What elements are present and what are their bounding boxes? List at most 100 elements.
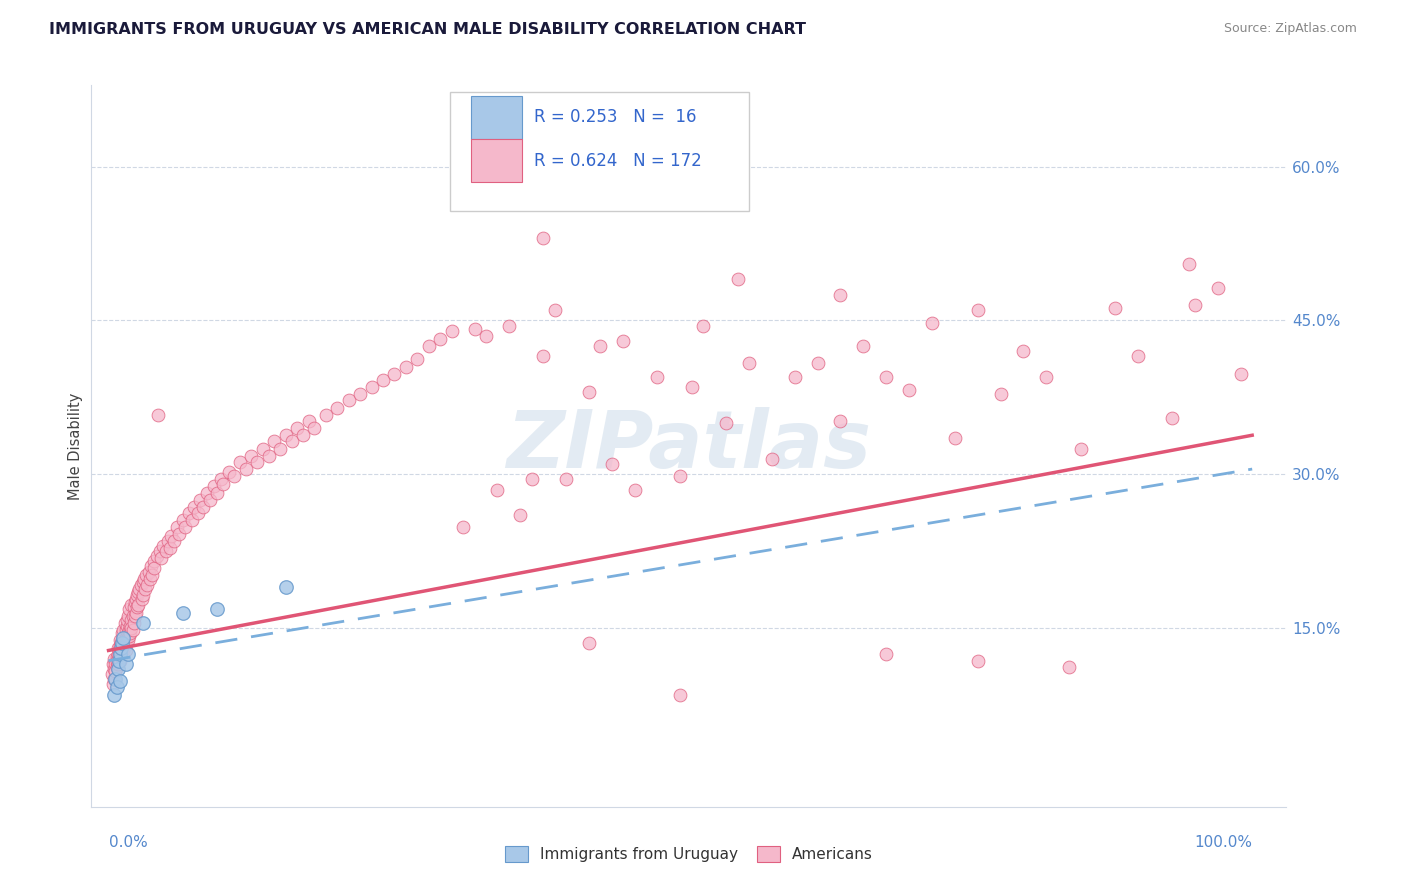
Y-axis label: Male Disability: Male Disability xyxy=(67,392,83,500)
Point xyxy=(966,303,988,318)
Point xyxy=(218,465,240,479)
Point xyxy=(115,629,138,643)
Point xyxy=(149,544,172,558)
Point xyxy=(118,623,141,637)
Point xyxy=(141,567,163,582)
Point xyxy=(155,544,177,558)
Point xyxy=(124,595,146,609)
Point xyxy=(122,615,145,630)
Point xyxy=(110,636,132,650)
Point xyxy=(163,533,186,548)
Point xyxy=(125,592,148,607)
FancyBboxPatch shape xyxy=(450,92,748,211)
Point xyxy=(101,677,124,691)
Point xyxy=(406,352,429,367)
Point xyxy=(1184,298,1206,312)
Point xyxy=(463,321,485,335)
Point xyxy=(138,572,160,586)
Point xyxy=(252,442,274,456)
Point xyxy=(395,359,418,374)
Point xyxy=(177,506,200,520)
Point xyxy=(349,387,371,401)
Point xyxy=(115,613,138,627)
Point xyxy=(108,633,131,648)
Point xyxy=(112,631,135,645)
Point xyxy=(612,334,634,348)
Point xyxy=(127,585,149,599)
Point xyxy=(112,623,135,637)
Point xyxy=(174,520,197,534)
Point xyxy=(274,428,297,442)
Point xyxy=(852,339,875,353)
Point xyxy=(114,615,136,630)
Point xyxy=(143,554,166,568)
Point xyxy=(110,641,132,656)
Point xyxy=(111,633,134,648)
Point xyxy=(152,539,174,553)
Point xyxy=(555,472,578,486)
Point xyxy=(578,636,600,650)
Point xyxy=(166,520,188,534)
Point xyxy=(107,641,129,656)
Point xyxy=(114,633,136,648)
Point xyxy=(132,615,155,630)
Point xyxy=(135,567,157,582)
Point xyxy=(235,462,257,476)
Point xyxy=(104,657,127,671)
Point xyxy=(104,664,127,678)
Point xyxy=(531,231,554,245)
Point xyxy=(440,324,463,338)
Point xyxy=(337,393,360,408)
Point xyxy=(224,469,246,483)
Point xyxy=(783,369,806,384)
Text: R = 0.253   N =  16: R = 0.253 N = 16 xyxy=(534,108,696,127)
Point xyxy=(681,380,703,394)
Point xyxy=(101,667,124,681)
Point xyxy=(280,434,302,449)
Text: 100.0%: 100.0% xyxy=(1194,835,1253,850)
Point xyxy=(108,654,131,668)
Point xyxy=(169,526,191,541)
Point xyxy=(209,472,232,486)
Point xyxy=(966,654,988,668)
Point xyxy=(105,681,128,695)
Point xyxy=(183,500,205,514)
Point xyxy=(108,651,131,665)
Point xyxy=(114,640,136,654)
Point xyxy=(172,513,194,527)
Point xyxy=(246,455,269,469)
Point xyxy=(1070,442,1092,456)
Point xyxy=(240,449,263,463)
Point xyxy=(738,357,761,371)
Point xyxy=(1035,369,1057,384)
Point xyxy=(205,602,228,616)
Point xyxy=(129,578,152,592)
Point xyxy=(807,357,830,371)
Point xyxy=(107,662,129,676)
Point xyxy=(120,626,142,640)
Point xyxy=(212,477,235,491)
Point xyxy=(486,483,509,497)
Point xyxy=(360,380,382,394)
Point xyxy=(132,588,155,602)
Point xyxy=(107,657,129,671)
Point xyxy=(131,592,153,607)
Point xyxy=(108,674,131,689)
Point xyxy=(108,640,131,654)
Point xyxy=(107,647,129,661)
Point xyxy=(451,520,474,534)
Point xyxy=(127,599,149,613)
Point xyxy=(124,608,146,623)
Point xyxy=(600,457,623,471)
Point xyxy=(120,613,142,627)
Point xyxy=(291,428,314,442)
Point xyxy=(143,561,166,575)
Text: IMMIGRANTS FROM URUGUAY VS AMERICAN MALE DISABILITY CORRELATION CHART: IMMIGRANTS FROM URUGUAY VS AMERICAN MALE… xyxy=(49,22,806,37)
Point xyxy=(150,551,173,566)
Point xyxy=(188,492,211,507)
Point xyxy=(108,647,131,661)
Point xyxy=(669,688,692,702)
Point xyxy=(103,651,125,665)
Text: Source: ZipAtlas.com: Source: ZipAtlas.com xyxy=(1223,22,1357,36)
Point xyxy=(127,588,149,602)
